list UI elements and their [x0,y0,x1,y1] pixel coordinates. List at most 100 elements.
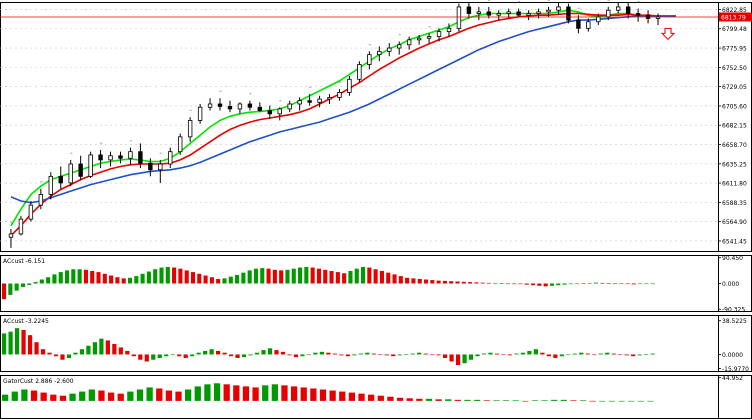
histogram-bar [281,385,288,401]
histogram-bar [468,354,474,360]
histogram-bar [531,400,539,401]
histogram-bar [190,272,196,284]
ac-oscillator-panel-2: ACcust -3.2245 38.5225 0.0000 -15.9770 [0,315,752,373]
y-tick-label: -15.9770 [722,366,749,373]
histogram-bar [253,268,259,284]
histogram-bar [371,353,376,355]
fractal-marker: ⌃ [248,93,253,100]
candle [317,98,322,103]
histogram-bar [332,353,337,355]
histogram-bar [619,283,624,285]
histogram-bar [365,352,370,355]
histogram-bar [592,354,597,356]
histogram-bar [319,351,324,355]
histogram-bar [175,391,182,401]
price-panel: 6822.85 6799.48 6775.95 6752.50 6729.05 6705.… [0,0,752,252]
histogram-bar [502,400,510,401]
fractal-marker: ⌃ [158,152,163,159]
y-tick-label: 44.952 [722,375,743,382]
candle [58,175,63,184]
histogram-bar [638,283,643,285]
fractal-marker: ⌃ [397,33,402,40]
histogram-bar [146,271,151,284]
histogram-bar [79,391,86,401]
candle [217,103,223,107]
histogram-bar [493,282,498,284]
histogram-bar [272,269,277,284]
histogram-bar [21,389,28,401]
histogram-bar [285,269,290,284]
histogram-bar [566,354,571,356]
histogram-bar [47,352,52,355]
histogram-bar [267,348,273,355]
histogram-bar [261,350,266,355]
histogram-bar [280,351,286,355]
indicator-label: ACcust -3.2245 [3,318,49,325]
histogram-bar [384,354,389,356]
histogram-bar [488,352,493,355]
candle [556,6,561,11]
histogram-bar [222,352,227,355]
histogram-bar [50,394,57,401]
candle [625,6,631,14]
candle [28,204,34,220]
fractal-marker: ⌃ [457,0,462,3]
histogram-bar [480,282,485,284]
histogram-bar [435,399,442,401]
histogram-bar [631,354,636,357]
histogram-bar [537,283,542,286]
histogram-bar [581,283,586,284]
candle [247,103,253,108]
histogram-bar [77,269,82,284]
candle [48,175,53,195]
histogram-bar [612,283,618,285]
histogram-bar [647,400,654,402]
histogram-bar [411,278,416,284]
candle [516,11,521,16]
histogram-bar [378,354,383,356]
histogram-bar [98,390,105,401]
histogram-bar [449,354,454,362]
histogram-bar [410,353,415,355]
candle [606,9,611,18]
histogram-bar [310,388,317,401]
histogram-bar [329,270,334,284]
candle [367,54,372,65]
histogram-bar [313,352,318,355]
histogram-bar [644,354,649,356]
histogram-bar [342,273,347,284]
histogram-bar [112,343,117,355]
histogram-bar [514,353,519,355]
histogram-bar [105,340,110,355]
histogram-bar [138,354,143,360]
histogram-bar [184,270,189,284]
candle [237,103,243,110]
histogram-bar [367,267,372,284]
candle [138,151,143,164]
y-tick-label: 6658.70 [722,142,747,149]
histogram-bar [279,270,284,284]
candle [446,27,452,33]
histogram-bar [329,390,336,401]
histogram-bar [373,269,378,284]
histogram-bar [151,354,156,360]
histogram-bar [507,354,513,356]
histogram-bar [140,273,145,284]
histogram-bar [14,328,20,355]
histogram-bar [650,353,655,355]
fractal-marker: ⌃ [69,152,74,159]
y-tick-label: 6564.90 [722,219,747,226]
histogram-bar [637,354,642,356]
histogram-bar [559,354,564,357]
candle [536,11,541,14]
histogram-bar [183,354,188,358]
histogram-bar [247,270,252,284]
histogram-bar [562,283,567,285]
histogram-bar [423,353,428,355]
histogram-bar [319,389,327,401]
candle [227,106,233,110]
histogram-bar [608,400,616,402]
fractal-marker: ⌃ [427,25,432,32]
histogram-bar [291,268,296,284]
